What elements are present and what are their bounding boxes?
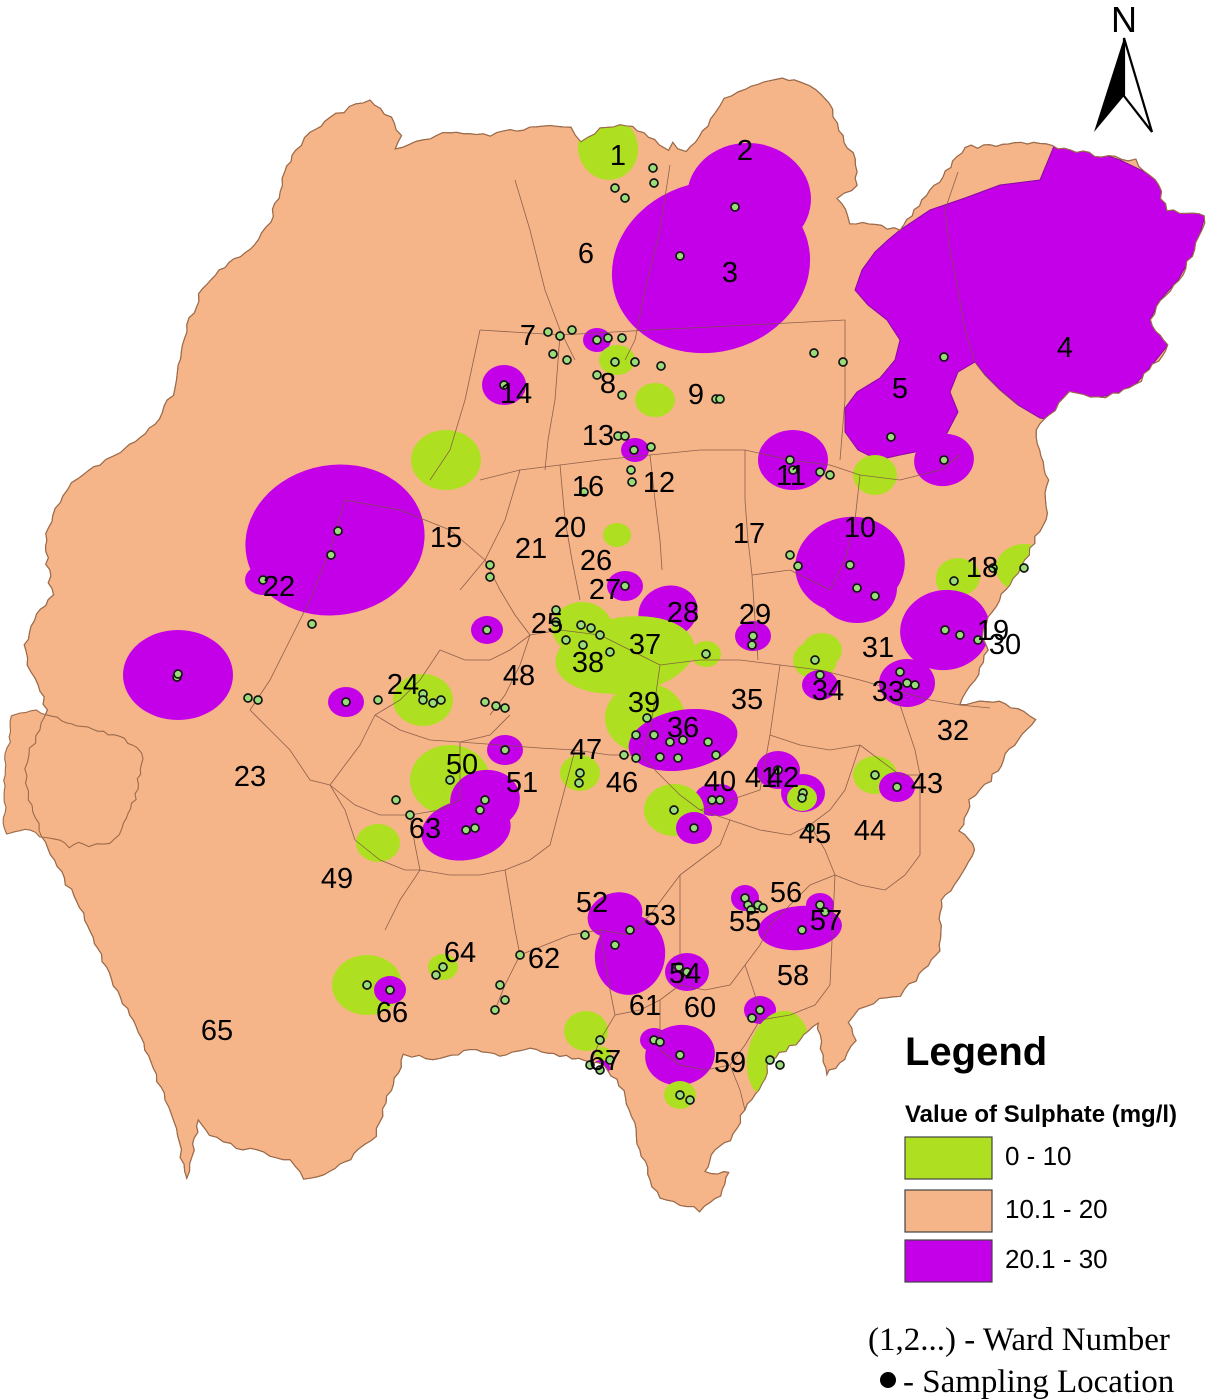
svg-text:46: 46	[606, 767, 638, 799]
svg-text:7: 7	[520, 320, 536, 352]
svg-text:17: 17	[733, 518, 765, 550]
svg-text:52: 52	[576, 887, 608, 919]
svg-text:1: 1	[610, 140, 626, 172]
svg-text:13: 13	[582, 420, 614, 452]
svg-text:56: 56	[770, 877, 802, 909]
svg-text:26: 26	[580, 545, 612, 577]
svg-text:37: 37	[629, 629, 661, 661]
svg-text:32: 32	[937, 715, 969, 747]
svg-text:30: 30	[989, 629, 1021, 661]
svg-text:66: 66	[376, 997, 408, 1029]
svg-text:65: 65	[201, 1015, 233, 1047]
svg-text:Legend: Legend	[905, 1030, 1047, 1074]
svg-text:11: 11	[776, 460, 806, 492]
svg-text:35: 35	[731, 684, 763, 716]
svg-text:44: 44	[854, 815, 886, 847]
svg-text:10: 10	[844, 512, 876, 544]
svg-text:51: 51	[506, 767, 538, 799]
svg-text:29: 29	[739, 599, 771, 631]
svg-text:57: 57	[810, 905, 842, 937]
svg-text:31: 31	[862, 632, 894, 664]
svg-text:33: 33	[872, 676, 904, 708]
svg-text:39: 39	[628, 687, 660, 719]
svg-text:36: 36	[667, 712, 699, 744]
svg-text:16: 16	[572, 471, 604, 503]
svg-text:40: 40	[704, 766, 736, 798]
svg-text:2: 2	[737, 135, 753, 167]
svg-text:(1,2...) - Ward Number: (1,2...) - Ward Number	[868, 1322, 1170, 1358]
svg-text:42: 42	[767, 762, 799, 794]
svg-text:64: 64	[444, 937, 476, 969]
svg-text:54: 54	[669, 958, 701, 990]
svg-text:6: 6	[578, 238, 594, 270]
svg-text:3: 3	[722, 257, 738, 289]
svg-text:8: 8	[600, 368, 616, 400]
svg-text:N: N	[1111, 0, 1137, 40]
svg-text:15: 15	[430, 522, 462, 554]
svg-text:59: 59	[714, 1047, 746, 1079]
svg-text:27: 27	[589, 574, 621, 606]
svg-text:Value of Sulphate (mg/l): Value of Sulphate (mg/l)	[905, 1101, 1177, 1128]
svg-text:9: 9	[688, 379, 704, 411]
svg-text:47: 47	[570, 734, 602, 766]
svg-text:58: 58	[777, 960, 809, 992]
svg-text:62: 62	[528, 943, 560, 975]
svg-text:5: 5	[892, 373, 908, 405]
svg-text:53: 53	[644, 900, 676, 932]
svg-text:50: 50	[446, 749, 478, 781]
svg-text:20: 20	[554, 512, 586, 544]
svg-text:4: 4	[1057, 332, 1073, 364]
svg-text:45: 45	[799, 818, 831, 850]
svg-text:23: 23	[234, 761, 266, 793]
svg-text:61: 61	[629, 990, 661, 1022]
svg-text:25: 25	[531, 608, 563, 640]
svg-text:67: 67	[589, 1045, 621, 1077]
svg-text:60: 60	[684, 992, 716, 1024]
svg-text:22: 22	[263, 571, 295, 603]
svg-text:43: 43	[911, 768, 943, 800]
svg-text:18: 18	[966, 552, 998, 584]
svg-text:- Sampling Location: - Sampling Location	[903, 1364, 1174, 1400]
svg-text:21: 21	[515, 533, 547, 565]
svg-text:49: 49	[321, 863, 353, 895]
svg-text:24: 24	[387, 669, 419, 701]
svg-text:14: 14	[500, 378, 532, 410]
svg-text:0 - 10: 0 - 10	[1005, 1141, 1072, 1171]
svg-text:48: 48	[503, 660, 535, 692]
svg-text:55: 55	[729, 906, 761, 938]
svg-text:12: 12	[643, 467, 675, 499]
svg-text:10.1 - 20: 10.1 - 20	[1005, 1194, 1108, 1224]
svg-text:28: 28	[667, 597, 699, 629]
svg-text:20.1 - 30: 20.1 - 30	[1005, 1244, 1108, 1274]
svg-text:38: 38	[572, 647, 604, 679]
svg-text:34: 34	[812, 675, 844, 707]
svg-text:63: 63	[409, 813, 441, 845]
